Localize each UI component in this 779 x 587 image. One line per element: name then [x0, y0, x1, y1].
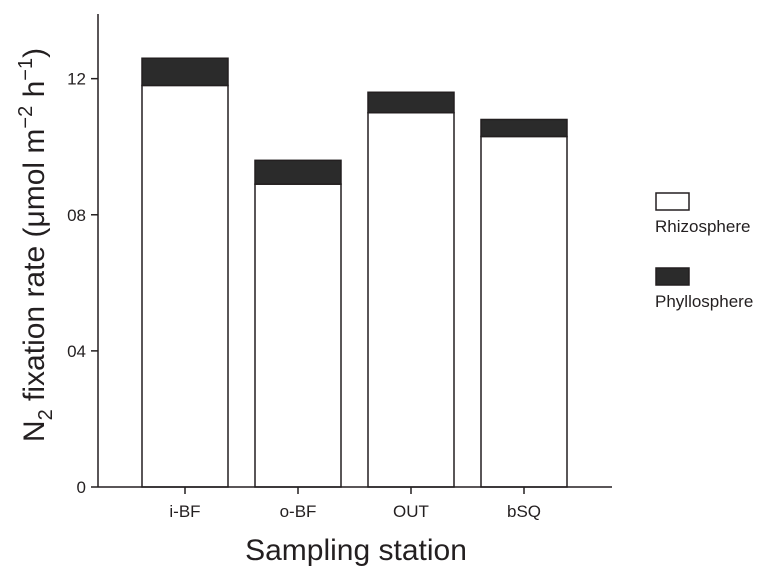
y-tick-label: 12	[67, 70, 86, 89]
legend-swatch-rhizosphere	[655, 192, 690, 211]
x-tick-label: bSQ	[507, 502, 541, 521]
bars-layer	[141, 57, 568, 488]
legend: Rhizosphere Phyllosphere	[655, 192, 753, 311]
bar-phyllosphere-out	[367, 91, 455, 114]
y-tick-label: 08	[67, 206, 86, 225]
bar-rhizosphere-o-bf	[254, 183, 342, 488]
x-tick-label: i-BF	[169, 502, 200, 521]
legend-swatch-phyllosphere	[655, 267, 690, 286]
y-tick-label: 0	[77, 478, 86, 497]
y-axis-title-sup2: −1	[15, 58, 37, 81]
ticks-layer: 0 04 08 12 i-BF o-BF OUT bSQ	[67, 70, 541, 521]
x-axis-title: Sampling station	[245, 534, 467, 567]
bar-rhizosphere-bsq	[480, 135, 568, 488]
y-tick-label: 04	[67, 342, 86, 361]
bar-phyllosphere-o-bf	[254, 159, 342, 185]
bar-rhizosphere-i-bf	[141, 84, 229, 488]
y-axis-title-sub: 2	[35, 409, 57, 420]
bar-rhizosphere-out	[367, 111, 455, 488]
y-axis-title-text2: h	[18, 81, 51, 106]
legend-label-phyllosphere: Phyllosphere	[655, 292, 753, 311]
legend-label-rhizosphere: Rhizosphere	[655, 217, 750, 236]
axes-layer	[97, 14, 612, 488]
y-axis-title-sup1: −2	[15, 106, 37, 129]
y-axis-title-text3: )	[18, 48, 51, 58]
y-axis-title: N2 fixation rate (μmol m−2 h−1)	[15, 48, 57, 442]
x-tick-label: o-BF	[280, 502, 317, 521]
x-tick-label: OUT	[393, 502, 429, 521]
bar-phyllosphere-bsq	[480, 118, 568, 138]
y-axis-title-text1: fixation rate (μmol m	[18, 129, 51, 410]
y-axis-title-prefix: N	[18, 420, 51, 442]
bar-phyllosphere-i-bf	[141, 57, 229, 87]
